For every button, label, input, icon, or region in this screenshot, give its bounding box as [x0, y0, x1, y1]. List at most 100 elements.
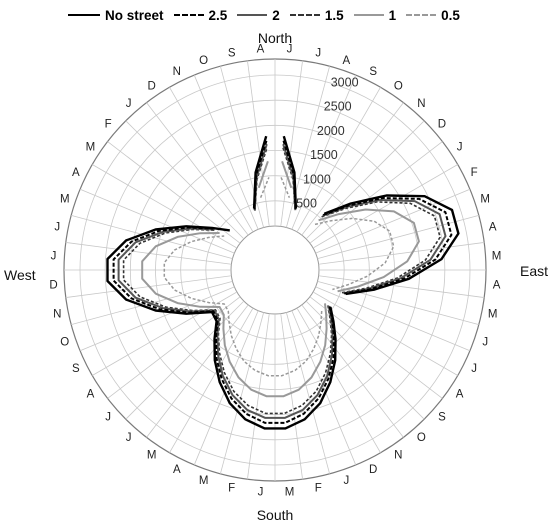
grid-spoke	[309, 141, 443, 244]
grid-spoke	[291, 310, 357, 466]
series-line-1.5	[282, 147, 296, 211]
month-label: J	[287, 43, 293, 55]
grid-spoke	[301, 304, 404, 438]
grid-spoke	[286, 312, 330, 474]
grid-spoke	[317, 281, 479, 325]
grid-spoke	[146, 102, 249, 236]
grid-spoke	[312, 291, 458, 376]
legend-item: 0.5	[406, 8, 460, 23]
grid-spoke	[315, 286, 471, 352]
legend-swatch	[173, 14, 204, 16]
series-lines	[106, 135, 460, 430]
series-line-no-street	[323, 194, 460, 296]
series-line-no-street	[282, 135, 298, 209]
month-label: M	[60, 194, 70, 206]
grid-spoke	[317, 215, 479, 259]
month-label: M	[285, 487, 295, 499]
series-line-2	[322, 199, 447, 295]
legend-item: 2	[237, 8, 280, 23]
grid-spoke	[296, 307, 381, 453]
series-line-1	[141, 232, 328, 398]
direction-label-west: West	[4, 267, 36, 283]
grid-spoke	[220, 312, 264, 474]
grid-spoke	[92, 164, 238, 249]
legend: No street 2.5 2 1.5 1 0.5	[68, 4, 470, 26]
month-label: D	[369, 464, 377, 476]
grid-spoke	[318, 242, 485, 265]
month-label: A	[489, 222, 497, 234]
grid-spoke	[125, 300, 245, 420]
radial-tick-labels: 500 1000 1500 2000 2500 3000	[296, 76, 359, 211]
month-labels: J JASONDJFMAMAMJJASONDJFMJFMAMJJASONDJJMA…	[49, 43, 501, 498]
radial-tick-label: 2500	[324, 100, 352, 114]
radial-tick-label: 2000	[317, 124, 345, 138]
month-label: N	[173, 66, 181, 78]
legend-swatch	[237, 14, 268, 16]
radial-tick-label: 1500	[310, 148, 338, 162]
month-label: A	[343, 55, 351, 67]
month-label: A	[257, 43, 265, 55]
month-label: M	[199, 475, 209, 487]
series-line-no-street	[252, 135, 268, 209]
month-label: M	[492, 250, 502, 262]
month-label: S	[438, 411, 446, 423]
direction-label-south: South	[257, 507, 294, 523]
month-label: S	[72, 363, 80, 375]
month-label: N	[394, 450, 402, 462]
month-label: J	[482, 336, 488, 348]
month-label: S	[228, 47, 236, 59]
grid-spoke	[169, 87, 254, 233]
legend-label: 1	[388, 7, 397, 23]
month-label: D	[148, 80, 156, 92]
series-line-0.5	[163, 235, 323, 377]
series-line-2	[117, 227, 334, 419]
series-line-0.5	[314, 217, 395, 291]
legend-item: 1	[353, 7, 397, 23]
grid-spoke	[79, 286, 235, 352]
legend-label: 2.5	[208, 7, 228, 23]
month-label: J	[54, 222, 60, 234]
month-label: J	[471, 363, 477, 375]
month-label: A	[493, 280, 501, 292]
month-label: A	[87, 388, 95, 400]
month-label: N	[53, 308, 61, 320]
grid-spoke	[315, 188, 471, 254]
grid-spoke	[305, 300, 425, 420]
grid-spoke	[301, 102, 404, 236]
series-line-1	[318, 208, 420, 293]
month-label: M	[480, 194, 490, 206]
month-label: O	[417, 432, 426, 444]
grid-spoke	[146, 304, 249, 438]
month-label: D	[49, 280, 57, 292]
legend-label: No street	[105, 7, 164, 23]
month-label: M	[488, 308, 498, 320]
month-label: M	[86, 142, 96, 154]
month-label: F	[105, 119, 112, 131]
legend-swatch	[289, 14, 320, 16]
radial-tick-label: 1000	[303, 172, 331, 186]
series-line-1.5	[321, 201, 441, 294]
legend-item: 2.5	[173, 7, 228, 23]
series-line-2.5	[322, 197, 453, 295]
grid-spoke	[312, 164, 458, 249]
month-label: J	[126, 432, 132, 444]
grid-spoke	[247, 60, 270, 227]
grid-spoke	[169, 307, 254, 453]
series-line-0.5	[280, 177, 291, 198]
grid-spoke	[280, 313, 303, 480]
radial-tick-label: 3000	[331, 76, 359, 90]
grid-spoke	[220, 66, 264, 228]
month-label: D	[438, 119, 446, 131]
series-line-1	[281, 160, 293, 189]
legend-item: 1.5	[289, 8, 344, 23]
month-label: J	[457, 142, 463, 154]
grid-spoke	[107, 141, 241, 244]
inner-ring	[230, 225, 320, 315]
series-line-1	[257, 160, 269, 189]
month-label: J	[343, 475, 349, 487]
grid-spoke	[318, 275, 485, 298]
series-line-no-street	[106, 225, 337, 430]
month-label: F	[315, 483, 322, 495]
legend-swatch	[68, 14, 100, 16]
